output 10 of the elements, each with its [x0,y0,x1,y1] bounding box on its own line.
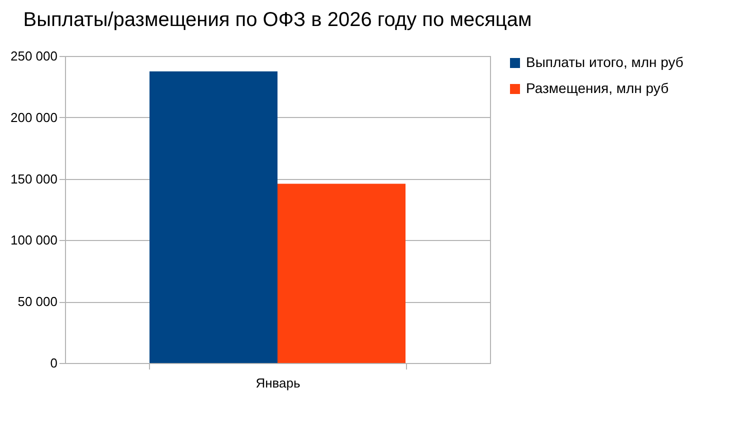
legend-label: Выплаты итого, млн руб [526,54,684,70]
y-tick-label: 150 000 [10,171,58,186]
y-tick-label: 100 000 [10,232,58,248]
y-tick-label: 200 000 [10,110,58,125]
y-tick-label: 50 000 [18,294,58,310]
y-tick-label: 250 000 [10,48,58,64]
legend-label: Размещения, млн руб [526,80,669,96]
x-tick-label: Январь [256,376,301,390]
chart-title: Выплаты/размещения по ОФЗ в 2026 году по месяцам [23,9,532,31]
y-tick-label: 0 [50,356,58,370]
